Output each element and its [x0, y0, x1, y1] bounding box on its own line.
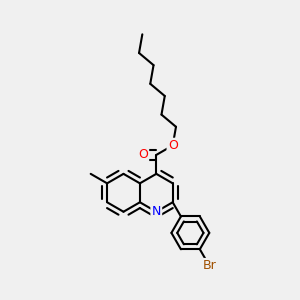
Text: O: O [168, 139, 178, 152]
Text: O: O [138, 148, 148, 161]
Text: N: N [152, 205, 161, 218]
Text: Br: Br [202, 259, 216, 272]
